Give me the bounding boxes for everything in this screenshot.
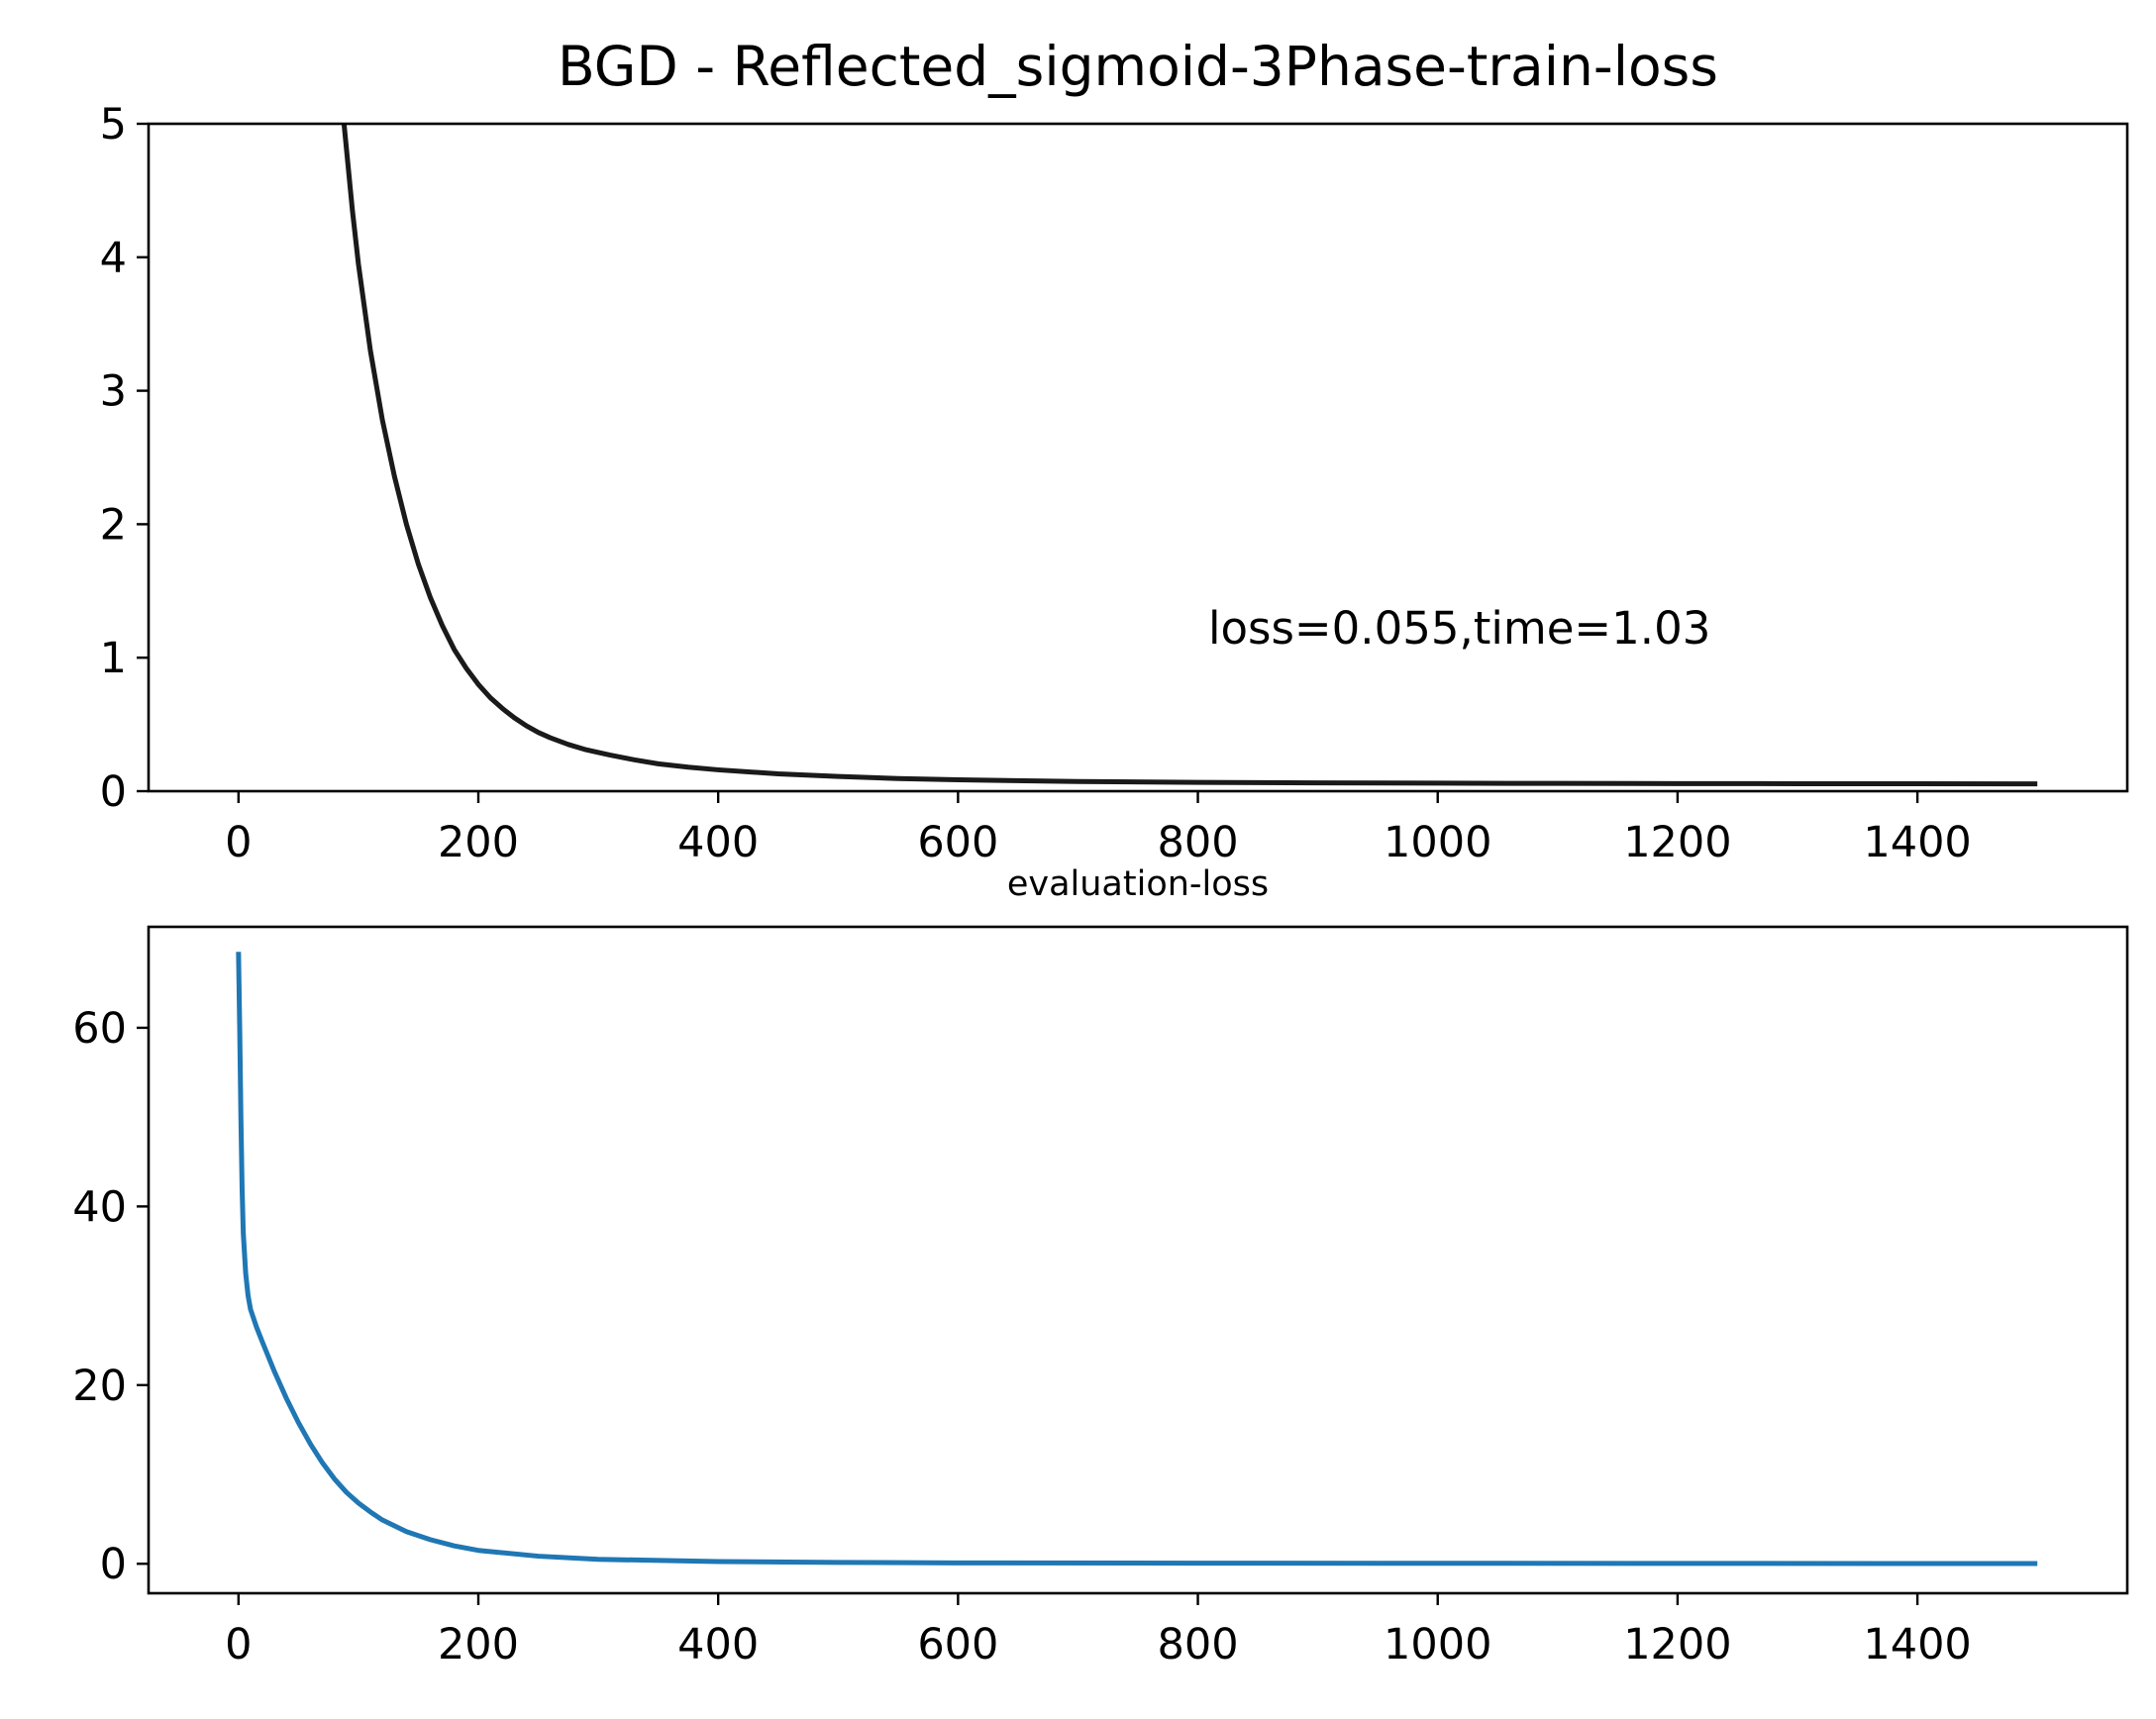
train-loss-y-tick-label: 4 [100,234,127,283]
evaluation-loss-title: evaluation-loss [1007,864,1269,904]
train-loss-title: BGD - Reflected_sigmoid-3Phase-train-los… [558,35,1718,98]
evaluation-loss-y-tick-label: 40 [72,1182,127,1232]
evaluation-loss-plot: 0 200 400 600 800 1000 1200 1400 0 20 40 60 evaluat… [72,864,2129,1669]
train-loss-x-tick-label: 1400 [1863,818,1971,867]
train-loss-x-tick-label: 600 [917,818,998,867]
train-loss-y-tick-label: 2 [100,500,127,550]
train-loss-y-tick-label: 1 [100,634,127,683]
train-loss-x-tick-label: 800 [1158,818,1239,867]
evaluation-loss-x-tick-label: 1000 [1384,1620,1491,1669]
evaluation-loss-x-tick-label: 800 [1158,1620,1239,1669]
train-loss-x-tick-label: 400 [677,818,759,867]
train-loss-y-tick-label: 0 [100,767,127,817]
train-loss-x-tick-label: 1200 [1623,818,1731,867]
evaluation-loss-axes-frame [147,925,2129,1595]
evaluation-loss-ticks: 0 200 400 600 800 1000 1200 1400 0 20 40 60 [72,1004,1972,1669]
evaluation-loss-y-tick-label: 0 [100,1540,127,1589]
train-loss-x-tick-label: 1000 [1384,818,1491,867]
train-loss-y-tick-label: 5 [100,100,127,150]
train-loss-plot: BGD - Reflected_sigmoid-3Phase-train-los… [100,35,2129,867]
train-loss-y-tick-label: 3 [100,367,127,417]
train-loss-axes-frame [147,122,2129,793]
evaluation-loss-x-tick-label: 400 [677,1620,759,1669]
evaluation-loss-x-tick-label: 600 [917,1620,998,1669]
train-loss-ticks: 0 200 400 600 800 1000 1200 1400 0 1 2 3 4 5 [100,100,1972,867]
train-loss-x-tick-label: 200 [438,818,519,867]
train-loss-annotation: loss=0.055,time=1.03 [1208,602,1710,655]
evaluation-loss-y-tick-label: 20 [72,1362,127,1411]
evaluation-loss-x-tick-label: 1200 [1623,1620,1731,1669]
train-loss-series-line-0 [341,123,2038,787]
evaluation-loss-series-layer [236,952,2038,1567]
evaluation-loss-x-tick-label: 200 [438,1620,519,1669]
evaluation-loss-x-tick-label: 0 [225,1620,252,1669]
evaluation-loss-series-line-0 [236,952,2038,1567]
evaluation-loss-y-tick-label: 60 [72,1004,127,1054]
train-loss-series-layer [341,123,2038,787]
train-loss-x-tick-label: 0 [225,818,252,867]
evaluation-loss-x-tick-label: 1400 [1863,1620,1971,1669]
